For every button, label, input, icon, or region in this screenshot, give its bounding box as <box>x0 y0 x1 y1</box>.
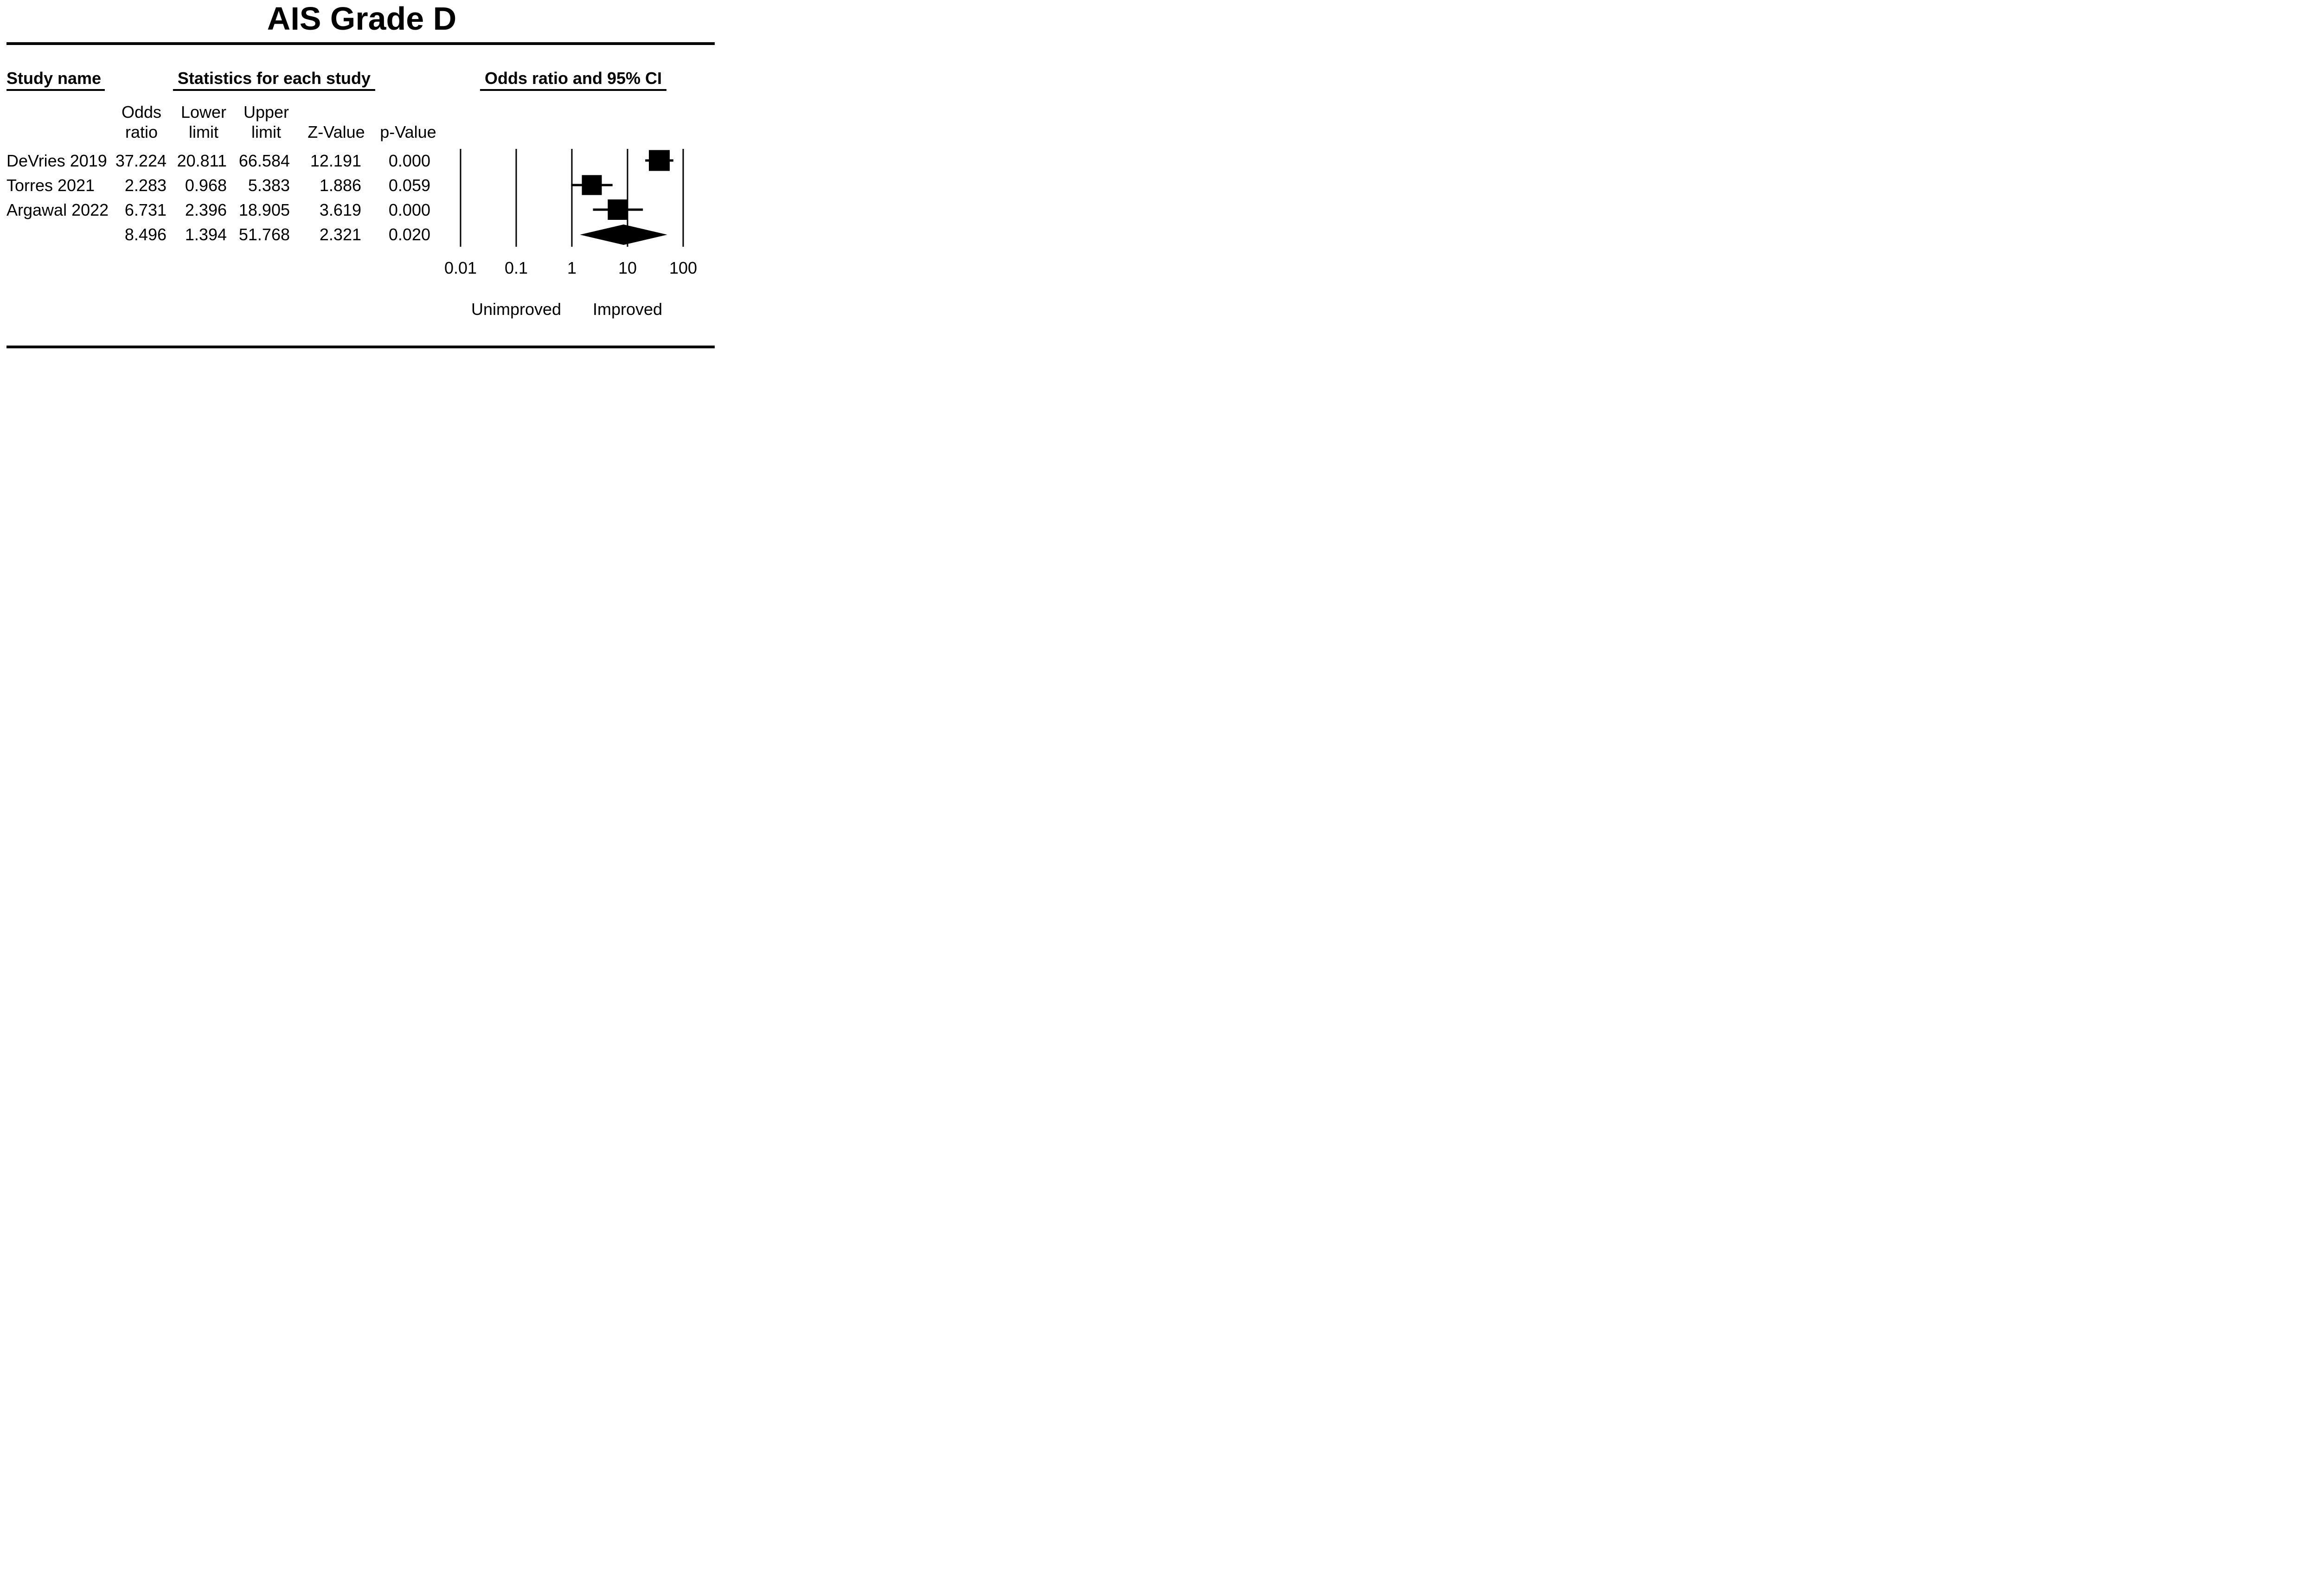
p-value-value: 0.000 <box>388 151 430 170</box>
lower-limit-value: 20.811 <box>177 151 227 170</box>
upper-limit-value: 5.383 <box>248 176 290 195</box>
odds-ratio-square-devries-2019 <box>648 150 670 171</box>
lower-limit-value: 0.968 <box>185 176 227 195</box>
x-tick-label-100: 100 <box>669 258 698 277</box>
column-header-p-value: p-Value <box>380 122 436 141</box>
direction-label-left: Unimproved <box>471 300 562 319</box>
summary-upper-limit-value: 51.768 <box>238 225 290 244</box>
x-tick-label-10: 10 <box>618 258 637 277</box>
column-group-odds-ratio-ci: Odds ratio and 95% CI <box>480 69 667 91</box>
column-group-study-name: Study name <box>6 69 105 91</box>
summary-p-value-value: 0.020 <box>388 225 430 244</box>
upper-limit-value: 66.584 <box>238 151 290 170</box>
p-value-value: 0.059 <box>388 176 430 195</box>
column-header-ratio: Odds ratio <box>121 103 162 141</box>
column-header-z-value: Z-Value <box>307 122 365 141</box>
study-name: Torres 2021 <box>6 176 95 195</box>
x-tick-label-1: 1 <box>567 258 577 277</box>
p-value-value: 0.000 <box>388 200 430 219</box>
column-header-limit: Lower limit <box>180 103 227 141</box>
column-group-statistics: Statistics for each study <box>173 69 376 91</box>
lower-limit-value: 2.396 <box>185 200 227 219</box>
study-name: Argawal 2022 <box>6 200 109 219</box>
odds-ratio-value: 6.731 <box>124 200 167 219</box>
upper-limit-value: 18.905 <box>238 200 290 219</box>
odds-ratio-ci-header-label: Odds ratio and 95% CI <box>480 70 667 91</box>
forest-plot-figure: AIS Grade D Study name Statistics for ea… <box>0 0 724 355</box>
summary-lower-limit-value: 1.394 <box>185 225 227 244</box>
z-value-value: 1.886 <box>319 176 361 195</box>
summary-odds-ratio-value: 8.496 <box>124 225 167 244</box>
z-value-value: 3.619 <box>319 200 361 219</box>
page-title: AIS Grade D <box>267 0 457 37</box>
odds-ratio-square-torres-2021 <box>582 175 602 195</box>
statistics-header-label: Statistics for each study <box>173 70 376 91</box>
study-name-header-label: Study name <box>6 70 105 91</box>
summary-z-value-value: 2.321 <box>319 225 361 244</box>
top-rule <box>6 42 715 45</box>
odds-ratio-value: 2.283 <box>124 176 167 195</box>
z-value-value: 12.191 <box>310 151 361 170</box>
column-header-limit: Upper limit <box>243 103 289 141</box>
direction-label-right: Improved <box>592 300 663 319</box>
odds-ratio-square-argawal-2022 <box>608 199 628 220</box>
x-tick-label-0.01: 0.01 <box>444 258 477 277</box>
odds-ratio-value: 37.224 <box>115 151 167 170</box>
summary-diamond <box>580 224 667 245</box>
study-name: DeVries 2019 <box>6 151 107 170</box>
bottom-rule <box>6 346 715 348</box>
x-tick-label-0.1: 0.1 <box>504 258 528 277</box>
